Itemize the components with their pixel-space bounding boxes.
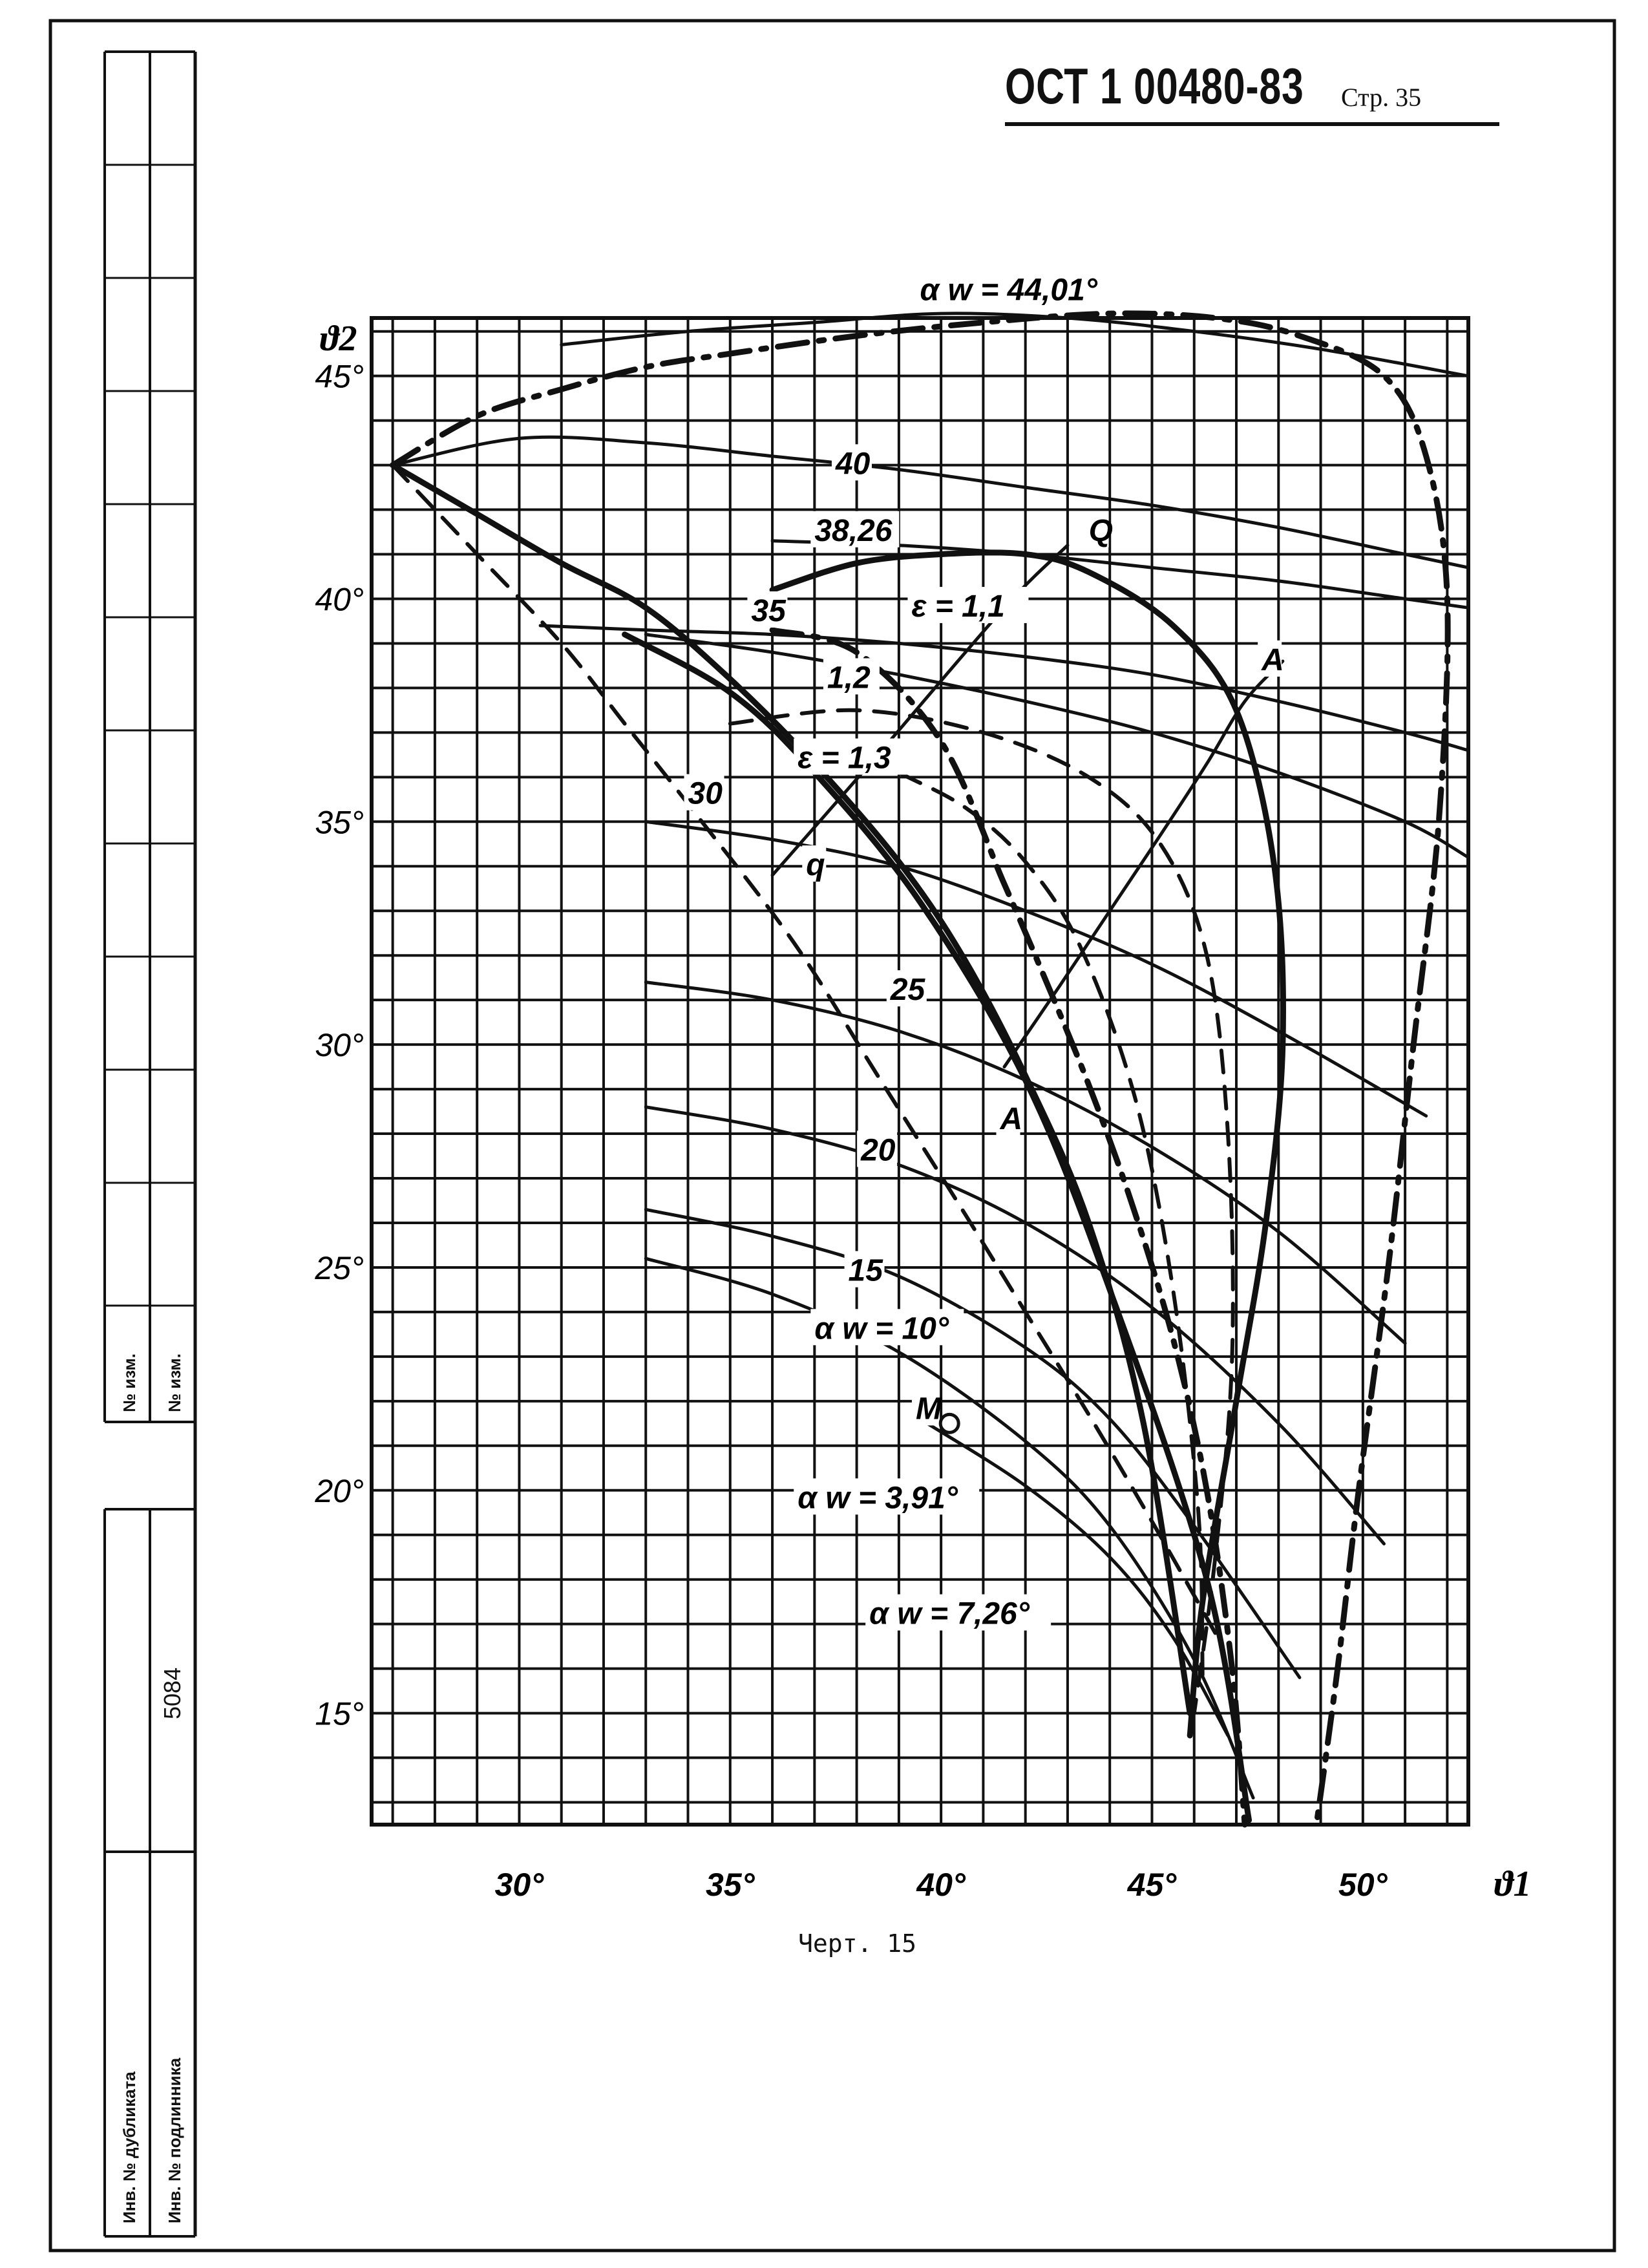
curve-label: 30 <box>688 777 723 811</box>
curve-label: α w = 7,26° <box>869 1597 1030 1631</box>
side-stamp-block <box>103 50 197 2238</box>
curve-label: 38,26 <box>814 514 892 548</box>
standard-code: ОСТ 1 00480-83 <box>1005 58 1304 114</box>
curve-label-bg <box>684 774 724 811</box>
series-curve <box>644 633 1470 859</box>
x-tick-label: 50° <box>1338 1867 1388 1903</box>
curve-label-bg <box>865 1594 1051 1631</box>
curve-label: ε = 1,1 <box>911 589 1004 624</box>
curve-label-bg <box>747 591 788 628</box>
x-axis-label: ϑ1 <box>1494 1864 1532 1904</box>
curve-label: 25 <box>890 973 926 1007</box>
curve-label-bg <box>844 1251 885 1288</box>
curve-label: 35 <box>751 594 787 628</box>
series-curve <box>769 627 1248 1828</box>
curve-label-bg <box>996 1099 1020 1136</box>
inventory-number: 5084 <box>159 1667 185 1719</box>
series-curve <box>834 739 1205 1680</box>
curve-label: 1,2 <box>827 661 871 695</box>
curve-label-bg <box>857 1130 898 1167</box>
original-inventory-label: Инв. № подлинника <box>165 2057 184 2223</box>
curve-label: 40 <box>835 447 871 481</box>
curve-label-bg <box>1084 511 1109 547</box>
series-curve <box>918 1417 1230 1737</box>
series-curve <box>390 310 1451 1828</box>
page-border <box>48 19 1616 2252</box>
series-curve <box>390 462 1193 1717</box>
curve-label-bg <box>911 1389 936 1426</box>
y-tick-label: 35° <box>315 804 364 840</box>
curve-label-bg <box>907 587 1029 624</box>
y-axis-label: ϑ2 <box>320 319 357 359</box>
curve-label: M <box>916 1392 942 1426</box>
curve-label-bg <box>886 970 927 1007</box>
curve-label: α w = 44,01° <box>920 273 1098 307</box>
series-curve <box>644 1105 1386 1545</box>
series-curve <box>728 708 1235 1715</box>
y-tick-label: 45° <box>315 359 364 395</box>
x-tick-label: 45° <box>1127 1867 1178 1903</box>
curve-label-bg <box>810 1309 964 1346</box>
curve-label: α w = 10° <box>814 1311 949 1346</box>
change-number-label-1: № изм. <box>120 1353 139 1412</box>
series-curve <box>770 544 1070 877</box>
curve-label-bg <box>1258 640 1282 677</box>
x-tick-label: 40° <box>916 1867 966 1903</box>
change-number-label-2: № изм. <box>165 1353 184 1412</box>
plot-frame <box>370 316 1470 1827</box>
curve-label: ε = 1,3 <box>798 741 891 776</box>
chart-area: 30° 35° 40° 45° 50° 15° 20° 25° 30° 35° 40° 45° ϑ1 ϑ2… <box>314 270 1532 1904</box>
series-curve <box>560 312 1470 378</box>
y-tick-label: 15° <box>315 1696 364 1732</box>
series-curve <box>391 435 1470 569</box>
curve-label: 20 <box>860 1133 896 1167</box>
y-tick-label: 25° <box>314 1250 364 1286</box>
curve-label: q <box>806 848 825 882</box>
point-marker <box>938 1412 960 1434</box>
curve-label-bg <box>831 444 872 481</box>
series-curve <box>769 549 1286 1739</box>
curve-label: Q <box>1089 514 1113 548</box>
curve-label-bg <box>916 270 1118 307</box>
curve-label-bg <box>794 1478 980 1515</box>
duplicate-inventory-label: Инв. № дубликата <box>120 2072 139 2223</box>
x-tick-label: 30° <box>495 1867 545 1903</box>
curve-label-bg <box>794 738 915 775</box>
curve-label-bg <box>810 511 900 547</box>
y-tick-label: 20° <box>314 1473 364 1509</box>
y-tick-label: 40° <box>315 581 364 617</box>
y-tick-label: 30° <box>315 1027 364 1063</box>
curve-label: 15 <box>849 1254 884 1288</box>
series-curve <box>538 624 1470 752</box>
page-number: Стр. 35 <box>1341 83 1422 112</box>
series-curve <box>1002 659 1285 1069</box>
curve-label: α w = 3,91° <box>798 1481 958 1515</box>
x-tick-label: 35° <box>706 1867 755 1903</box>
series-curve <box>390 463 1218 1635</box>
curve-label-bg <box>823 658 880 695</box>
series-curve <box>622 631 1252 1823</box>
curve-label-bg <box>802 845 827 882</box>
curve-label: A <box>1261 643 1284 677</box>
curve-label: A <box>1000 1102 1023 1136</box>
figure-caption: Черт. 15 <box>798 1929 917 1958</box>
